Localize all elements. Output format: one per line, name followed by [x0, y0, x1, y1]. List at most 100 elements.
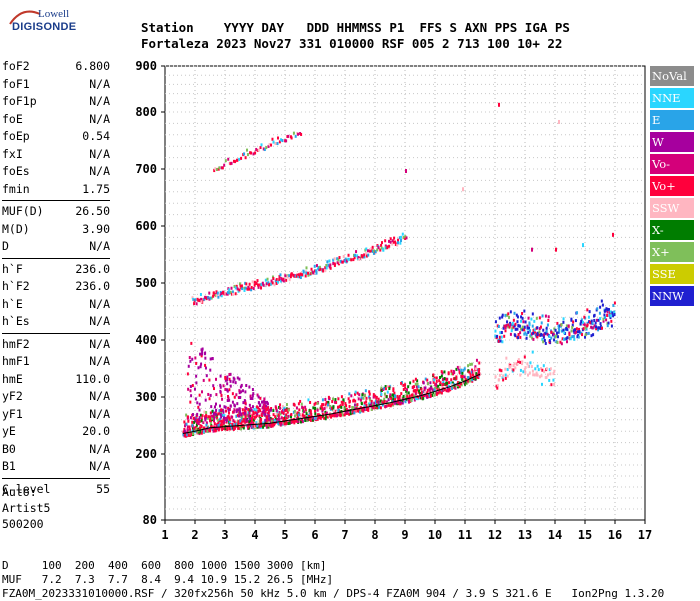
trace-point	[498, 373, 501, 377]
trace-point	[200, 417, 203, 421]
trace-point	[549, 367, 552, 371]
trace-point	[531, 350, 534, 354]
trace-point	[584, 333, 587, 337]
trace-point	[290, 272, 293, 276]
trace-point	[205, 423, 208, 427]
trace-point	[600, 299, 603, 303]
spread-point	[264, 418, 267, 422]
spread-point	[232, 380, 235, 384]
trace-point	[335, 410, 338, 414]
param-row: yF1 N/A	[2, 406, 110, 424]
trace-point	[613, 301, 616, 305]
param-row: foE N/A	[2, 111, 110, 129]
spread-point	[232, 376, 235, 380]
trace-point	[533, 328, 536, 332]
spread-point	[252, 410, 255, 414]
trace-point	[258, 414, 261, 418]
y-tick-label: 80	[143, 513, 157, 527]
trace-point	[417, 385, 420, 389]
trace-point	[457, 381, 460, 385]
trace-point	[297, 132, 300, 136]
isolated-point	[405, 169, 407, 173]
trace-point	[257, 148, 260, 152]
trace-point	[420, 392, 423, 396]
trace-point	[302, 414, 305, 418]
trace-point	[386, 246, 389, 250]
trace-point	[369, 249, 372, 253]
trace-point	[539, 333, 542, 337]
trace-point	[249, 414, 252, 418]
trace-point	[313, 264, 316, 268]
trace-point	[288, 274, 291, 278]
trace-point	[611, 311, 614, 315]
trace-point	[597, 318, 600, 322]
trace-point	[368, 395, 371, 399]
trace-point	[214, 167, 217, 171]
trace-point	[546, 323, 549, 327]
trace-point	[543, 338, 546, 342]
trace-point	[574, 328, 577, 332]
trace-point	[519, 368, 522, 372]
trace-point	[291, 420, 294, 424]
trace-point	[574, 331, 577, 335]
trace-point	[496, 384, 499, 388]
spread-point	[219, 385, 222, 389]
trace-point	[362, 409, 365, 413]
spread-point	[200, 354, 203, 358]
trace-point	[239, 427, 242, 431]
trace-point	[213, 422, 216, 426]
trace-point	[233, 422, 236, 426]
trace-point	[220, 166, 223, 170]
trace-point	[252, 152, 255, 156]
trace-point	[330, 415, 333, 419]
trace-point	[536, 364, 539, 368]
trace-point	[195, 420, 198, 424]
trace-point	[539, 375, 542, 379]
trace-point	[297, 275, 300, 279]
trace-point	[557, 324, 560, 328]
trace-point	[514, 322, 517, 326]
trace-point	[352, 398, 355, 402]
trace-point	[240, 422, 243, 426]
y-tick-label: 900	[135, 59, 157, 73]
param-name: h`E	[2, 296, 23, 311]
trace-point	[371, 245, 374, 249]
trace-point	[501, 315, 504, 319]
trace-point	[253, 283, 256, 287]
param-value: N/A	[89, 94, 110, 108]
trace-point	[281, 405, 284, 409]
trace-point	[375, 395, 378, 399]
trace-point	[271, 275, 274, 279]
param-value: N/A	[89, 459, 110, 473]
trace-point	[295, 419, 298, 423]
trace-point	[337, 409, 340, 413]
trace-point	[540, 321, 543, 325]
trace-point	[523, 328, 526, 332]
spread-point	[226, 382, 229, 386]
trace-point	[570, 329, 573, 333]
trace-point	[458, 365, 461, 369]
trace-point	[571, 323, 574, 327]
trace-point	[422, 394, 425, 398]
trace-point	[584, 335, 587, 339]
trace-point	[471, 370, 474, 374]
trace-point	[601, 303, 604, 307]
trace-point	[184, 424, 187, 428]
trace-point	[262, 147, 265, 151]
trace-point	[314, 412, 317, 416]
trace-point	[200, 419, 203, 423]
isolated-point	[555, 247, 557, 252]
trace-point	[208, 428, 211, 432]
trace-point	[393, 394, 396, 398]
trace-point	[560, 323, 563, 327]
trace-point	[504, 367, 507, 371]
trace-point	[256, 424, 259, 428]
trace-point	[321, 398, 324, 402]
trace-point	[285, 408, 288, 412]
spread-point	[264, 407, 267, 411]
spread-point	[214, 402, 217, 406]
trace-point	[426, 395, 429, 399]
spread-point	[195, 361, 198, 365]
trace-point	[509, 365, 512, 369]
spread-point	[197, 405, 200, 409]
